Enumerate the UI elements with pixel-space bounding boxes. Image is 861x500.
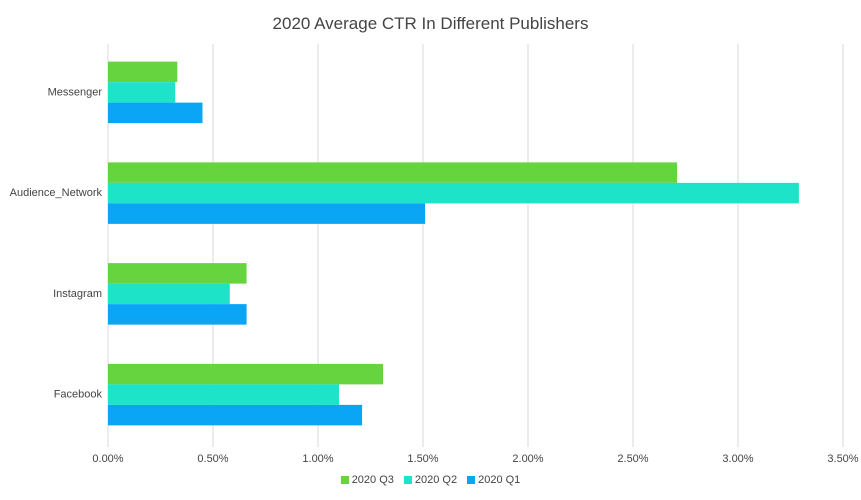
x-tick-label: 2.00% bbox=[512, 453, 543, 465]
bar-instagram-2020-q3 bbox=[108, 263, 247, 284]
x-tick-label: 2.50% bbox=[617, 453, 648, 465]
y-category-label: Messenger bbox=[48, 86, 103, 98]
x-tick-label: 3.00% bbox=[722, 453, 753, 465]
legend: 2020 Q3 2020 Q2 2020 Q1 bbox=[0, 474, 861, 486]
y-category-label: Facebook bbox=[54, 389, 103, 401]
bar-messenger-2020-q2 bbox=[108, 82, 176, 103]
chart-title: 2020 Average CTR In Different Publishers bbox=[272, 14, 589, 33]
bar-instagram-2020-q1 bbox=[108, 304, 247, 325]
bar-messenger-2020-q1 bbox=[108, 102, 203, 124]
bar-audience-network-2020-q2 bbox=[108, 182, 799, 204]
y-category-label: Instagram bbox=[53, 288, 102, 300]
x-tick-label: 1.00% bbox=[302, 453, 333, 465]
x-tick-label: 0.00% bbox=[92, 453, 123, 465]
bar-audience-network-2020-q3 bbox=[108, 162, 678, 183]
bar-facebook-2020-q3 bbox=[108, 363, 384, 385]
legend-swatch bbox=[340, 476, 349, 484]
x-tick-label: 0.50% bbox=[197, 453, 228, 465]
legend-label: 2020 Q2 bbox=[414, 474, 458, 486]
legend-swatch bbox=[403, 476, 412, 484]
legend-item: 2020 Q1 bbox=[467, 474, 520, 486]
legend-label: 2020 Q1 bbox=[478, 474, 521, 486]
legend-item: 2020 Q3 bbox=[340, 474, 394, 486]
legend-item: 2020 Q2 bbox=[403, 474, 458, 486]
x-tick-label: 1.50% bbox=[407, 453, 438, 465]
bar-audience-network-2020-q1 bbox=[108, 203, 426, 224]
bar-facebook-2020-q2 bbox=[108, 384, 339, 405]
bars bbox=[108, 61, 799, 426]
y-category-label: Audience_Network bbox=[10, 187, 103, 199]
bar-instagram-2020-q2 bbox=[108, 283, 230, 305]
axis-labels: 0.00% 0.50% 1.00% 1.50% 2.00% 2.50% 3.00% 3.50%… bbox=[10, 86, 859, 465]
bar-messenger-2020-q3 bbox=[108, 61, 178, 83]
bar-facebook-2020-q1 bbox=[108, 404, 363, 426]
legend-label: 2020 Q3 bbox=[351, 474, 394, 486]
legend-swatch bbox=[467, 476, 476, 484]
x-tick-label: 3.50% bbox=[827, 453, 858, 465]
